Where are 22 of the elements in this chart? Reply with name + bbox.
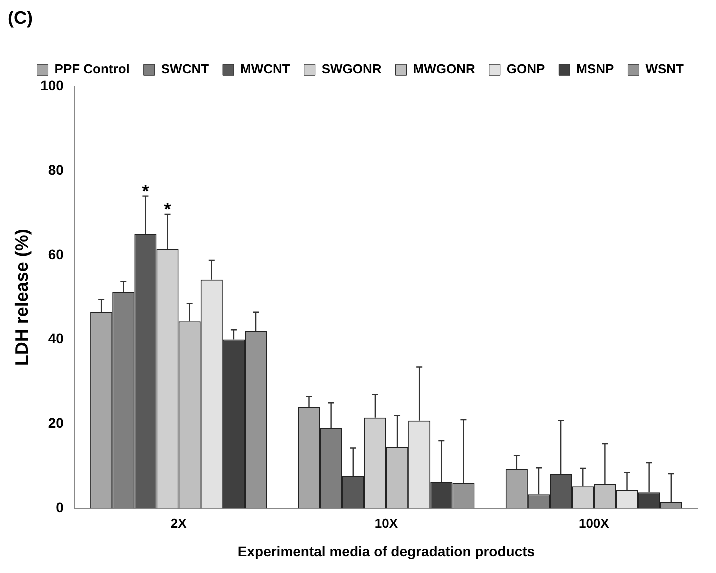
y-tick-label: 80 [48,162,64,178]
legend-label: SWCNT [161,62,210,77]
y-tick-label: 0 [56,499,64,516]
y-axis-title: LDH release (%) [12,229,32,366]
legend-label: GONP [506,62,546,77]
legend-label: MWCNT [240,62,290,77]
legend-label: MSNP [576,62,615,77]
legend-label: SWGONR [322,62,382,77]
x-tick-label: 2X [170,516,188,531]
x-axis-title: Experimental media of degradation products [238,543,536,560]
x-tick-label: 10X [374,516,398,531]
chart-title: (C) [8,8,33,28]
y-tick-label: 100 [40,77,64,94]
x-tick-label: 100X [578,516,610,531]
legend-label: MWGONR [413,62,476,77]
annotation: * [164,199,172,220]
y-tick-label: 20 [48,415,64,432]
y-tick-label: 60 [48,246,64,262]
y-tick-label: 40 [48,330,64,347]
legend-label: PPF Control [54,62,130,77]
legend-label: WSNT [646,62,684,77]
annotation: * [142,181,150,202]
